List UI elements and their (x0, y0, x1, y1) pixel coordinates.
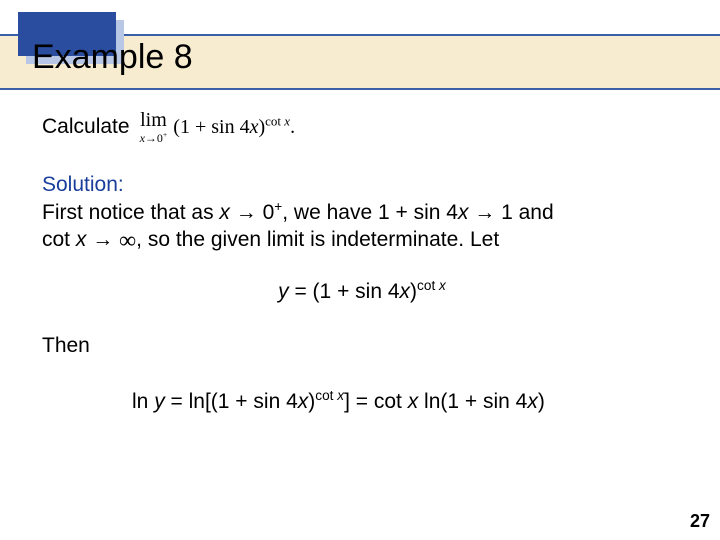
limit-expression: lim x→0+ (1 + sin 4x)cot x. (140, 110, 296, 144)
calculate-label: Calculate (42, 114, 130, 140)
solution-label: Solution: (42, 172, 682, 198)
limit-body: (1 + sin 4x)cot x. (173, 115, 295, 140)
slide-body: Calculate lim x→0+ (1 + sin 4x)cot x. So… (42, 110, 682, 416)
slide: Example 8 Calculate lim x→0+ (1 + sin 4x… (0, 0, 720, 540)
page-number: 27 (690, 511, 710, 532)
lim-subscript: x→0+ (140, 132, 168, 144)
lim-block: lim x→0+ (140, 110, 168, 144)
lim-word: lim (140, 110, 167, 130)
solution-para-1: First notice that as x → 0+, we have 1 +… (42, 200, 682, 253)
equation-y-def: y = (1 + sin 4x)cot x (42, 279, 682, 305)
then-label: Then (42, 333, 682, 359)
slide-title: Example 8 (32, 38, 193, 77)
equation-lny: ln y = ln[(1 + sin 4x)cot x] = cot x ln(… (132, 389, 682, 415)
calculate-row: Calculate lim x→0+ (1 + sin 4x)cot x. (42, 110, 682, 144)
infinity-icon: ∞ (119, 228, 136, 254)
